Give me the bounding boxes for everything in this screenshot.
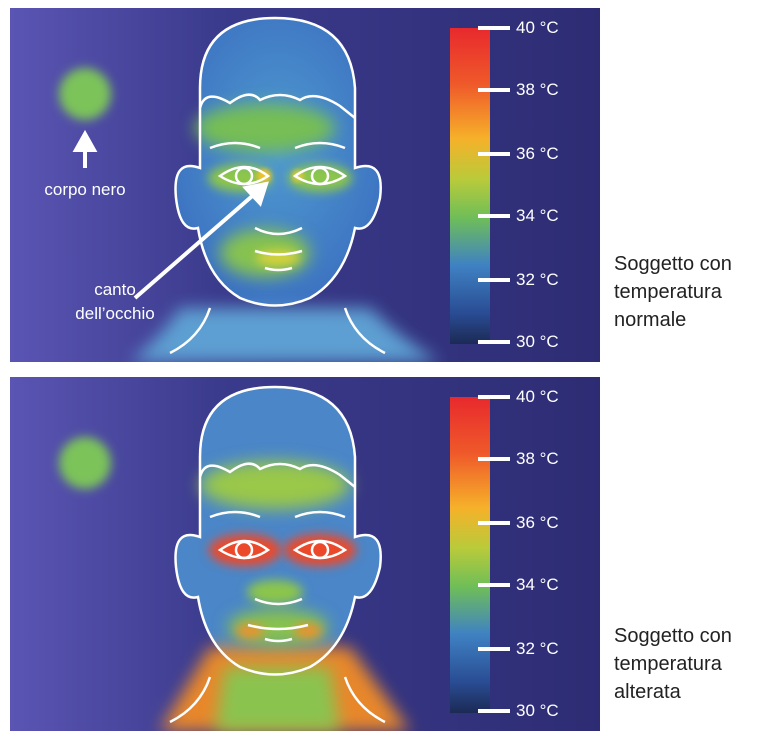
caption-altered-line2: temperatura — [614, 653, 722, 675]
scale-ticks — [478, 26, 510, 344]
caption-altered: Soggetto con temperatura alterata — [614, 622, 732, 706]
scale-label-40-altered: 40 °C — [516, 387, 559, 406]
blackbody-disc-altered — [59, 437, 111, 489]
eye-canthus-label-line1: canto — [94, 280, 136, 299]
scale-label-30-altered: 30 °C — [516, 701, 559, 720]
scale-label-36-altered: 36 °C — [516, 513, 559, 532]
eye-canthus-label-line2: dell’occhio — [75, 304, 155, 323]
caption-normal-line3: normale — [614, 309, 687, 331]
scale-label-30: 30 °C — [516, 332, 559, 351]
thermal-image-normal — [10, 8, 600, 362]
scale-label-40: 40 °C — [516, 18, 559, 37]
scale-label-34-altered: 34 °C — [516, 575, 559, 594]
head-outline-altered — [169, 385, 386, 724]
caption-normal-line2: temperatura — [614, 281, 722, 303]
scale-label-38-altered: 38 °C — [516, 449, 559, 468]
scale-label-38: 38 °C — [516, 80, 559, 99]
head-outline — [169, 16, 386, 355]
thermal-image-altered — [10, 377, 600, 731]
scale-label-34: 34 °C — [516, 206, 559, 225]
temperature-scale-bar — [450, 28, 490, 344]
caption-normal: Soggetto con temperatura normale — [614, 250, 732, 334]
caption-altered-line1: Soggetto con — [614, 625, 732, 647]
temperature-scale-bar-altered — [450, 397, 490, 713]
blackbody-label: corpo nero — [44, 180, 126, 199]
caption-normal-line1: Soggetto con — [614, 253, 732, 275]
scale-label-32: 32 °C — [516, 270, 559, 289]
caption-altered-line3: alterata — [614, 681, 681, 703]
scale-ticks-altered — [478, 395, 510, 713]
annotation-arrows — [72, 129, 269, 300]
head-thermal-fill-altered — [160, 387, 410, 731]
thermal-panel-normal: 40 °C 38 °C 36 °C 34 °C 32 °C 30 °C corp… — [10, 8, 600, 362]
blackbody-disc — [59, 68, 111, 120]
scale-label-32-altered: 32 °C — [516, 639, 559, 658]
thermal-panel-altered: 40 °C 38 °C 36 °C 34 °C 32 °C 30 °C — [10, 377, 600, 731]
scale-label-36: 36 °C — [516, 144, 559, 163]
